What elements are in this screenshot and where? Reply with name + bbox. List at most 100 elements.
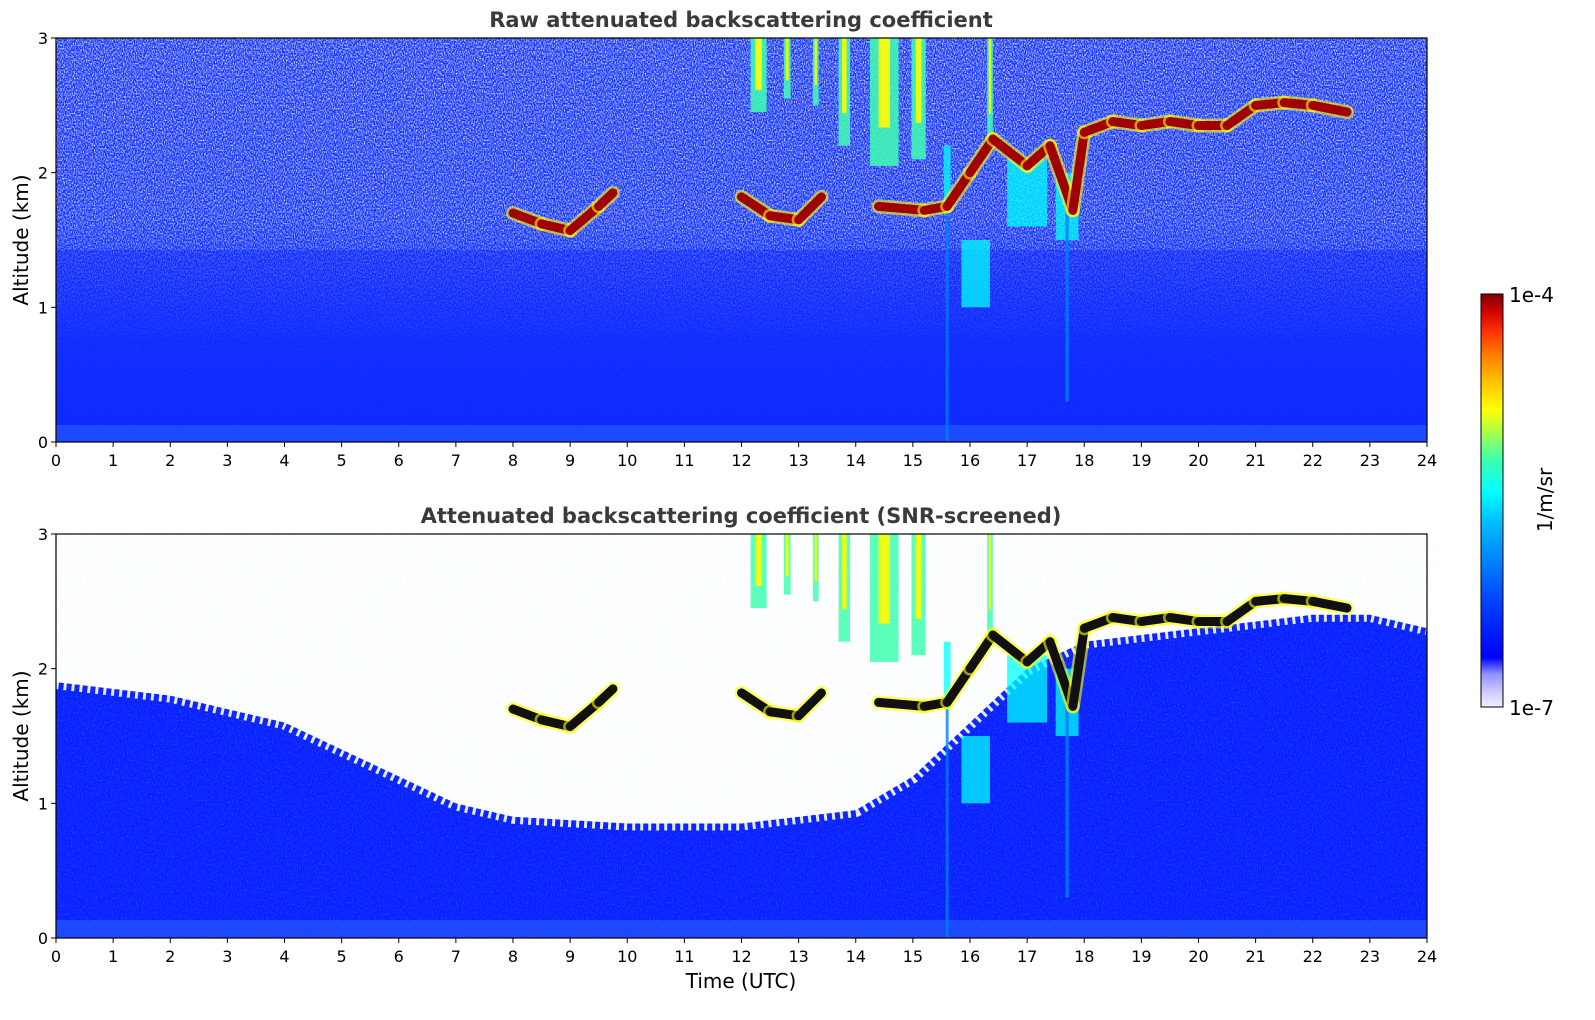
- x-tick-label: 21: [1245, 947, 1265, 966]
- cirrus-core: [842, 534, 847, 610]
- precip-fall: [1065, 199, 1069, 402]
- x-tick-label: 13: [788, 451, 808, 470]
- cloud-segment: [1068, 623, 1089, 711]
- raw-noise-texture: [56, 38, 1427, 442]
- x-tick-label: 1: [108, 947, 118, 966]
- colorbar: 1e-4 1e-7 1/m/sr: [1480, 283, 1557, 720]
- x-tick-label: 17: [1017, 947, 1037, 966]
- cirrus-core: [988, 38, 992, 114]
- cirrus-core: [878, 38, 891, 128]
- cirrus-core: [755, 534, 762, 586]
- x-tick-label: 4: [279, 451, 289, 470]
- x-axis-ticks: 0 1 2 3 4 5 6 7 8 9 10 11 12 13 14 15 16 17 18 19 20 21 22 23 24: [51, 938, 1437, 966]
- x-tick-label: 12: [731, 947, 751, 966]
- chart-title-screened: Attenuated backscattering coefficient (S…: [421, 504, 1062, 528]
- x-tick-label: 0: [51, 947, 61, 966]
- raw-surface-layer: [56, 425, 1427, 442]
- cirrus-core: [785, 534, 789, 577]
- cloud-segment: [594, 188, 618, 211]
- x-tick-label: 16: [960, 947, 980, 966]
- x-tick-label: 18: [1074, 451, 1094, 470]
- x-tick-label: 18: [1074, 947, 1094, 966]
- y-axis-ticks: 0 1 2 3: [38, 29, 56, 452]
- y-tick-label: 2: [38, 660, 48, 679]
- x-tick-label: 8: [508, 947, 518, 966]
- x-tick-label: 9: [565, 947, 575, 966]
- x-tick-label: 5: [337, 451, 347, 470]
- screened-texture: [56, 534, 1427, 938]
- x-tick-label: 20: [1188, 947, 1208, 966]
- x-tick-label: 21: [1245, 451, 1265, 470]
- raw-boundary-layer: [56, 250, 1427, 442]
- x-tick-label: 12: [731, 451, 751, 470]
- cloud-segment: [594, 684, 618, 707]
- cirrus-core: [785, 38, 789, 81]
- cloud-segment: [988, 134, 1032, 171]
- x-tick-label: 15: [903, 451, 923, 470]
- x-tick-label: 22: [1303, 451, 1323, 470]
- x-tick-label: 7: [451, 451, 461, 470]
- x-tick-label: 7: [451, 947, 461, 966]
- chart-title-raw: Raw attenuated backscattering coefficien…: [489, 8, 993, 32]
- x-axis-label: Time (UTC): [685, 969, 797, 993]
- x-tick-label: 3: [222, 947, 232, 966]
- cloud-segment: [1068, 127, 1089, 215]
- cirrus-core: [814, 534, 817, 582]
- x-tick-label: 24: [1417, 947, 1437, 966]
- x-tick-label: 2: [165, 947, 175, 966]
- y-axis-label: Altitude (km): [9, 670, 33, 801]
- y-tick-label: 3: [38, 29, 48, 48]
- x-tick-label: 8: [508, 451, 518, 470]
- cirrus-core: [915, 534, 922, 619]
- x-tick-label: 19: [1131, 947, 1151, 966]
- y-axis-ticks: 0 1 2 3: [38, 525, 56, 948]
- x-tick-label: 0: [51, 451, 61, 470]
- x-tick-label: 9: [565, 451, 575, 470]
- screened-backscatter-panel: Attenuated backscattering coefficient (S…: [9, 504, 1437, 993]
- cloud-segment: [794, 192, 826, 225]
- cloud-segment: [874, 201, 929, 215]
- x-tick-label: 23: [1360, 451, 1380, 470]
- x-tick-label: 23: [1360, 947, 1380, 966]
- x-tick-label: 4: [279, 947, 289, 966]
- precip-streak: [943, 641, 951, 710]
- x-tick-label: 17: [1017, 451, 1037, 470]
- cirrus-core: [988, 534, 992, 610]
- cirrus-core: [814, 38, 817, 86]
- precip-streak: [961, 240, 990, 308]
- cirrus-core: [915, 38, 922, 123]
- y-tick-label: 3: [38, 525, 48, 544]
- colorbar-max-label: 1e-4: [1509, 283, 1554, 307]
- colorbar-gradient: [1480, 293, 1504, 708]
- x-tick-label: 1: [108, 451, 118, 470]
- cloud-segment: [1308, 100, 1352, 117]
- x-tick-label: 20: [1188, 451, 1208, 470]
- y-tick-label: 0: [38, 929, 48, 948]
- x-tick-label: 6: [394, 451, 404, 470]
- x-tick-label: 16: [960, 451, 980, 470]
- x-tick-label: 10: [617, 451, 637, 470]
- precip-fall: [945, 199, 949, 442]
- x-tick-label: 15: [903, 947, 923, 966]
- cirrus-core: [755, 38, 762, 90]
- cirrus-core: [878, 534, 891, 624]
- x-tick-label: 14: [846, 947, 866, 966]
- precip-fall: [1065, 695, 1069, 898]
- cloud-segment: [1308, 596, 1352, 613]
- y-tick-label: 2: [38, 164, 48, 183]
- y-axis-label: Altitude (km): [9, 174, 33, 305]
- cloud-layer-marks: [506, 591, 1355, 734]
- x-tick-label: 3: [222, 451, 232, 470]
- y-tick-label: 1: [38, 794, 48, 813]
- cloud-layer-marks: [506, 95, 1355, 238]
- cloud-segment: [874, 697, 929, 711]
- precip-streak: [961, 736, 990, 804]
- raw-backscatter-panel: Raw attenuated backscattering coefficien…: [9, 8, 1437, 470]
- x-tick-label: 11: [674, 947, 694, 966]
- cloud-segment: [988, 630, 1032, 667]
- x-tick-label: 11: [674, 451, 694, 470]
- x-axis-ticks: 0 1 2 3 4 5 6 7 8 9 10 11 12 13 14 15 16 17 18 19 20 21 22 23 24: [51, 442, 1437, 470]
- colorbar-min-label: 1e-7: [1509, 696, 1554, 720]
- x-tick-label: 5: [337, 947, 347, 966]
